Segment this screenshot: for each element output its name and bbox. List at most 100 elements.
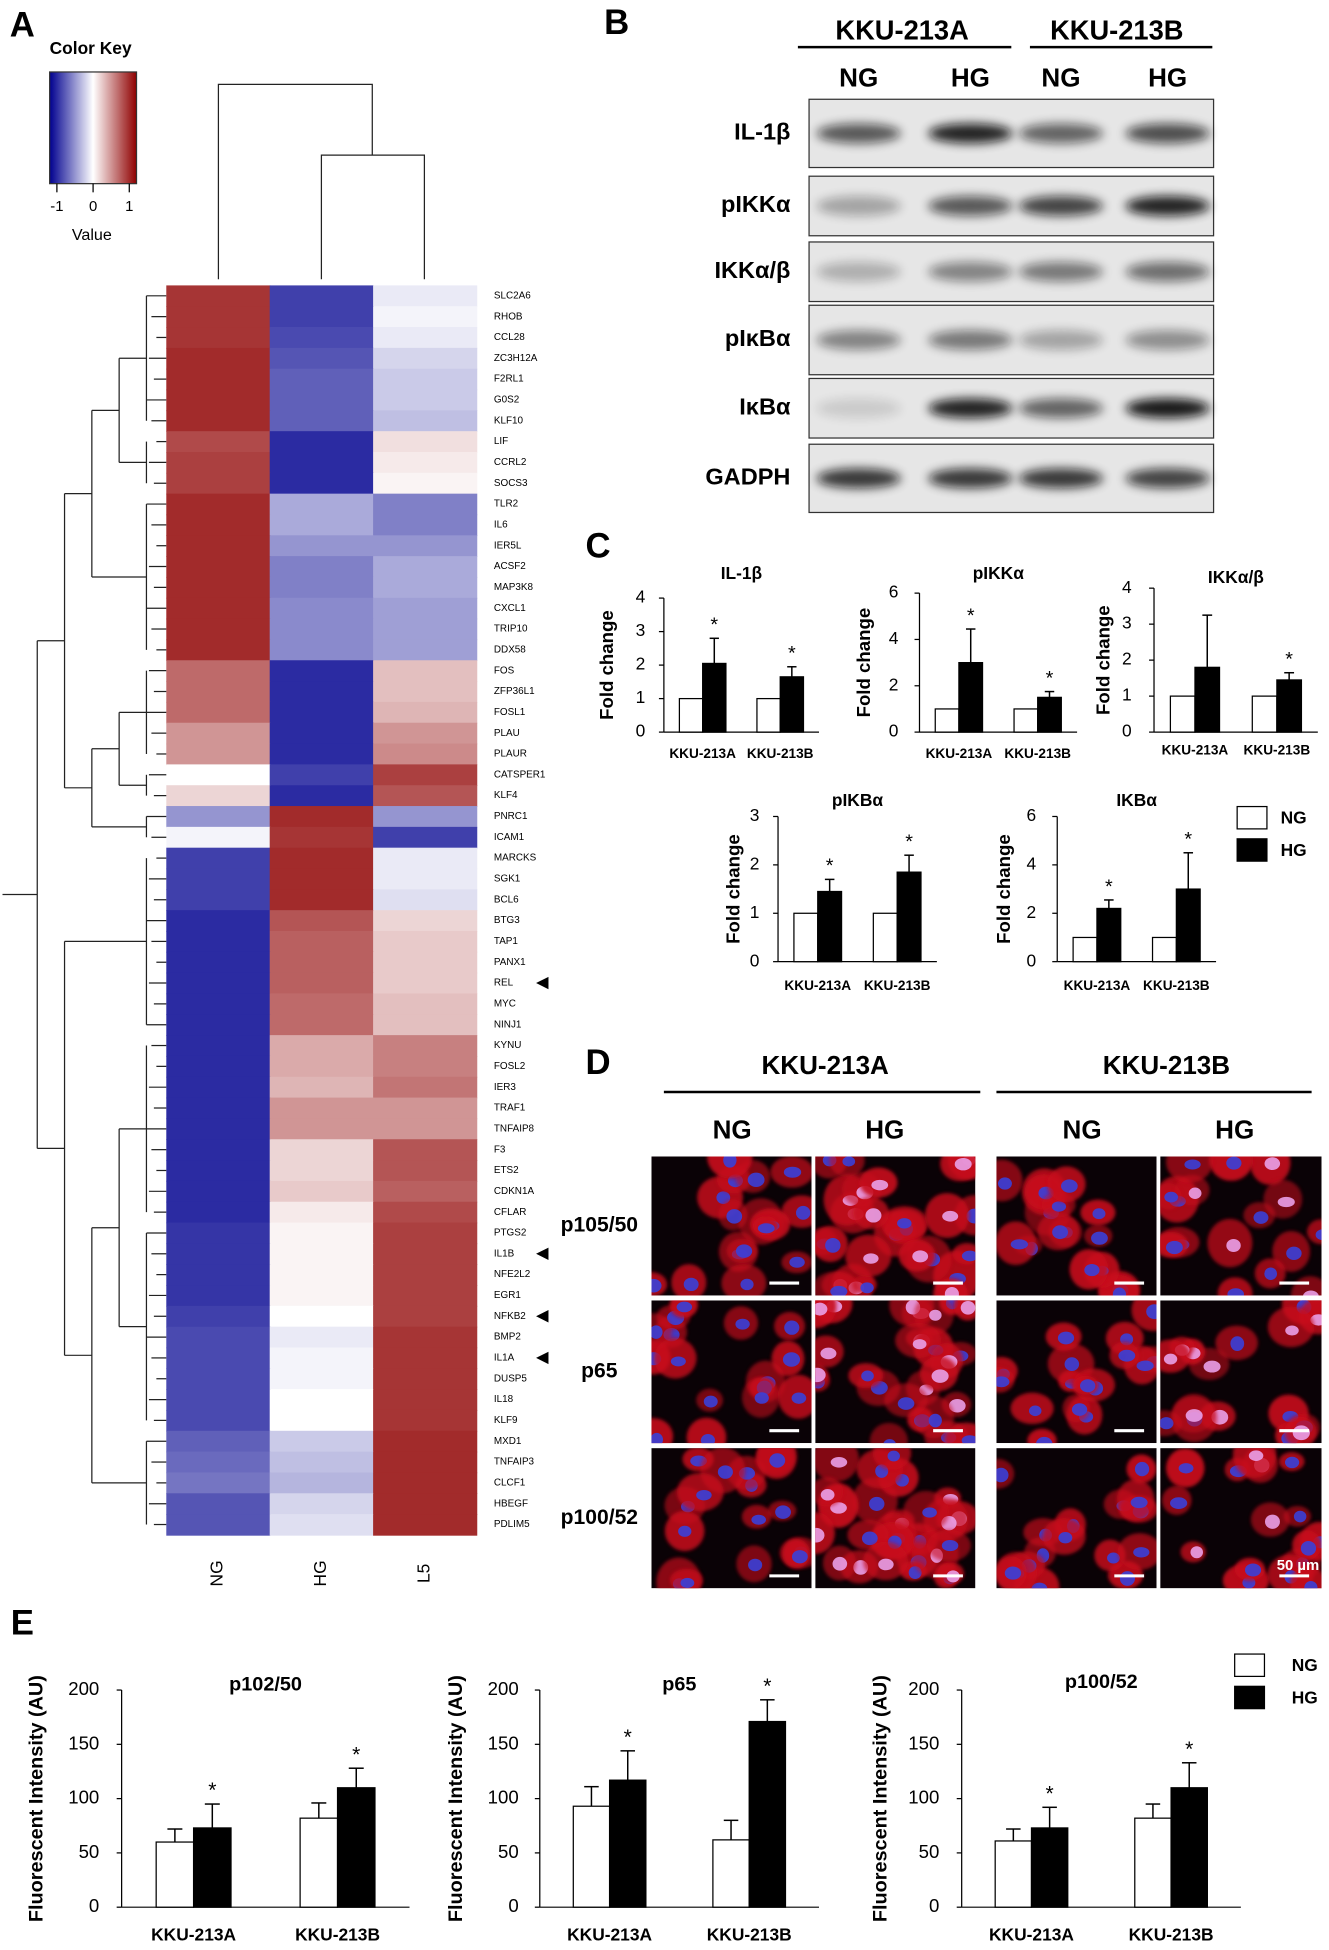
cell-nucleus — [651, 1432, 664, 1444]
bar — [1096, 907, 1122, 963]
cell-nucleus — [878, 1558, 894, 1571]
heatmap-cell — [373, 597, 478, 620]
bar — [572, 1805, 611, 1908]
blot-band — [928, 468, 1013, 489]
significance-mark: * — [967, 605, 975, 627]
heatmap-cell — [373, 1305, 478, 1328]
heatmap-cell — [269, 493, 374, 516]
heatmap-cell — [373, 785, 478, 807]
error-bar — [620, 1750, 635, 1781]
blot-band — [1125, 261, 1210, 282]
heatmap-cell — [373, 639, 478, 662]
cell-nucleus — [1130, 1496, 1148, 1509]
cell-nucleus — [716, 1191, 731, 1205]
cell-nucleus — [830, 1285, 848, 1296]
heatmap-cell — [269, 1368, 374, 1390]
heatmap-cell — [373, 701, 478, 724]
cell-cytoplasm — [815, 1512, 835, 1555]
cell-nucleus — [941, 1540, 959, 1552]
cell-nucleus — [1304, 1580, 1318, 1589]
gene-label: ETS2 — [494, 1165, 519, 1176]
panel-label: D — [586, 1044, 611, 1082]
cell-nucleus — [1084, 1263, 1100, 1277]
cell-nucleus — [791, 1550, 808, 1564]
gene-label: MYC — [494, 999, 516, 1010]
x-tick-label: KKU-213B — [1143, 978, 1210, 993]
micrograph — [651, 1448, 812, 1589]
heatmap-cell — [373, 1097, 478, 1120]
heatmap-cell — [373, 347, 478, 370]
heatmap-cell — [166, 285, 271, 307]
heatmap-cell — [373, 743, 478, 766]
heatmap-cell — [269, 1014, 374, 1036]
heatmap-cell — [373, 576, 478, 599]
x-tick-label: KKU-213B — [1004, 746, 1071, 761]
cell-nucleus — [670, 1356, 686, 1367]
x-tick-label: KKU-213B — [864, 978, 931, 993]
y-tick-label: 50 — [79, 1841, 100, 1862]
blot-band — [928, 123, 1013, 144]
cell-nucleus — [1300, 1541, 1317, 1556]
highlight-arrow — [536, 976, 549, 990]
gene-label: IL1B — [494, 1248, 515, 1259]
micrograph — [996, 1156, 1157, 1296]
error-bar — [584, 1785, 599, 1807]
heatmap-cell — [269, 847, 374, 870]
legend-swatch — [1234, 1685, 1266, 1710]
heatmap-cell — [166, 722, 271, 745]
y-axis-label: Fold change — [596, 610, 617, 720]
gene-label: NFKB2 — [494, 1311, 526, 1322]
lane-label: HG — [865, 1115, 904, 1145]
highlight-arrow — [536, 1351, 549, 1365]
cell-nucleus — [757, 1223, 775, 1234]
x-tick-label: KKU-213A — [1064, 978, 1131, 993]
heatmap-cell — [166, 1472, 271, 1495]
cell-nucleus — [1004, 1566, 1022, 1580]
significance-mark: * — [1184, 829, 1192, 851]
cell-nucleus — [1226, 1238, 1241, 1252]
cell-nucleus — [747, 1172, 765, 1187]
target-label: p65 — [581, 1359, 618, 1382]
gene-label: ICAM1 — [494, 832, 525, 843]
cell-nucleus — [1285, 1325, 1299, 1336]
heatmap-cell — [373, 1472, 478, 1495]
heatmap-cell — [166, 743, 271, 766]
heatmap-cell — [269, 764, 374, 786]
y-axis-label: Fluorescent Intensity (AU) — [869, 1675, 891, 1922]
heatmap-cell — [269, 1472, 374, 1495]
significance-mark: * — [624, 1726, 632, 1749]
heatmap-cell — [373, 285, 478, 307]
gene-label: BTG3 — [494, 915, 520, 926]
heatmap-cell — [269, 743, 374, 766]
cell-nucleus — [887, 1450, 900, 1462]
heatmap-cell — [269, 1347, 374, 1370]
heatmap-cell — [269, 889, 374, 911]
heatmap-cell — [166, 1035, 271, 1057]
gene-label: BCL6 — [494, 894, 519, 905]
bar — [1170, 1787, 1208, 1908]
blot-band — [1018, 261, 1104, 282]
chart-title: p102/50 — [229, 1673, 302, 1695]
blot-band — [928, 196, 1013, 216]
cell-nucleus — [782, 1352, 801, 1367]
significance-mark: * — [1046, 1782, 1054, 1805]
cell-nucleus — [1092, 1208, 1106, 1220]
cell-nucleus — [676, 1301, 693, 1313]
legend-swatch — [1236, 805, 1268, 830]
heatmap-cell — [269, 1118, 374, 1140]
x-tick-label: KKU-213A — [669, 746, 736, 761]
bar — [702, 662, 727, 733]
legend-label: HG — [1292, 1687, 1318, 1707]
y-tick-label: 0 — [889, 721, 899, 741]
y-tick-label: 0 — [1026, 950, 1036, 970]
x-tick-label: KKU-213B — [1129, 1924, 1214, 1944]
chart-title: pIKBα — [832, 790, 883, 810]
cell-line-header: KKU-213A — [762, 1050, 890, 1080]
bar — [1175, 888, 1201, 963]
gene-label: FOSL2 — [494, 1061, 526, 1072]
y-tick-label: 100 — [488, 1787, 519, 1808]
cell-nucleus — [1160, 1417, 1174, 1430]
cell-nucleus — [997, 1177, 1012, 1190]
significance-mark: * — [352, 1743, 360, 1766]
cell-nucleus — [1010, 1239, 1029, 1250]
